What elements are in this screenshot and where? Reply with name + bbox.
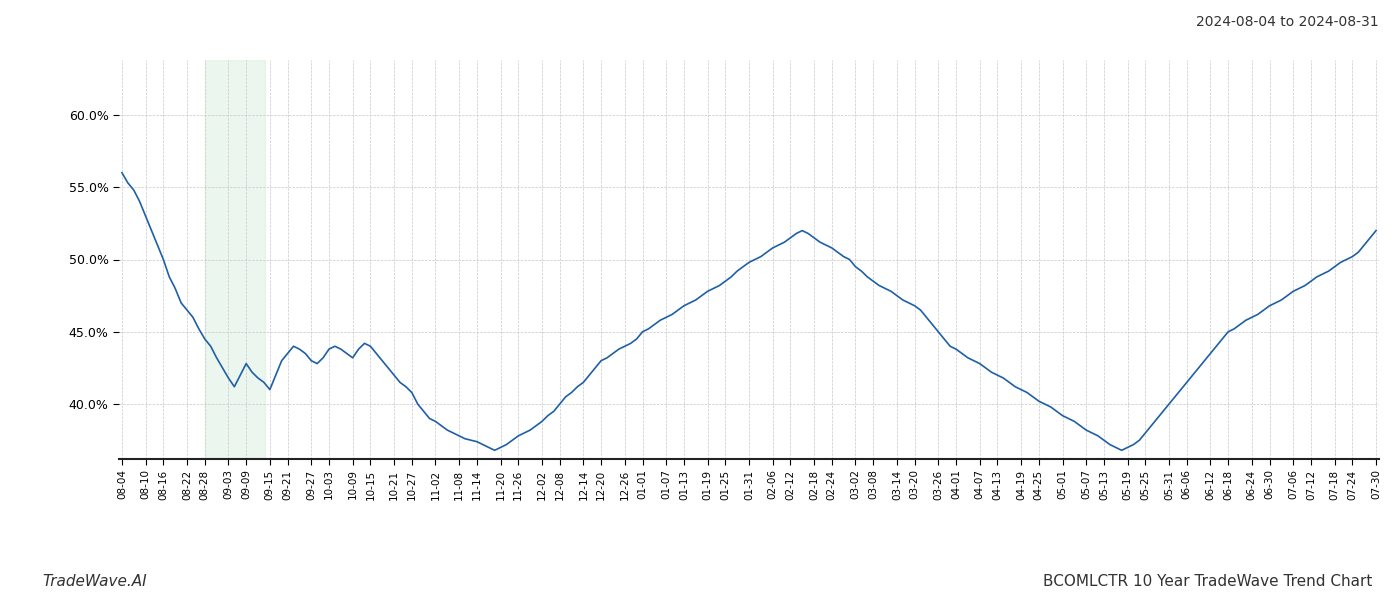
Text: TradeWave.AI: TradeWave.AI [42, 574, 147, 589]
Bar [204, 60, 265, 459]
Text: 2024-08-04 to 2024-08-31: 2024-08-04 to 2024-08-31 [1197, 15, 1379, 29]
Text: BCOMLCTR 10 Year TradeWave Trend Chart: BCOMLCTR 10 Year TradeWave Trend Chart [1043, 574, 1372, 589]
